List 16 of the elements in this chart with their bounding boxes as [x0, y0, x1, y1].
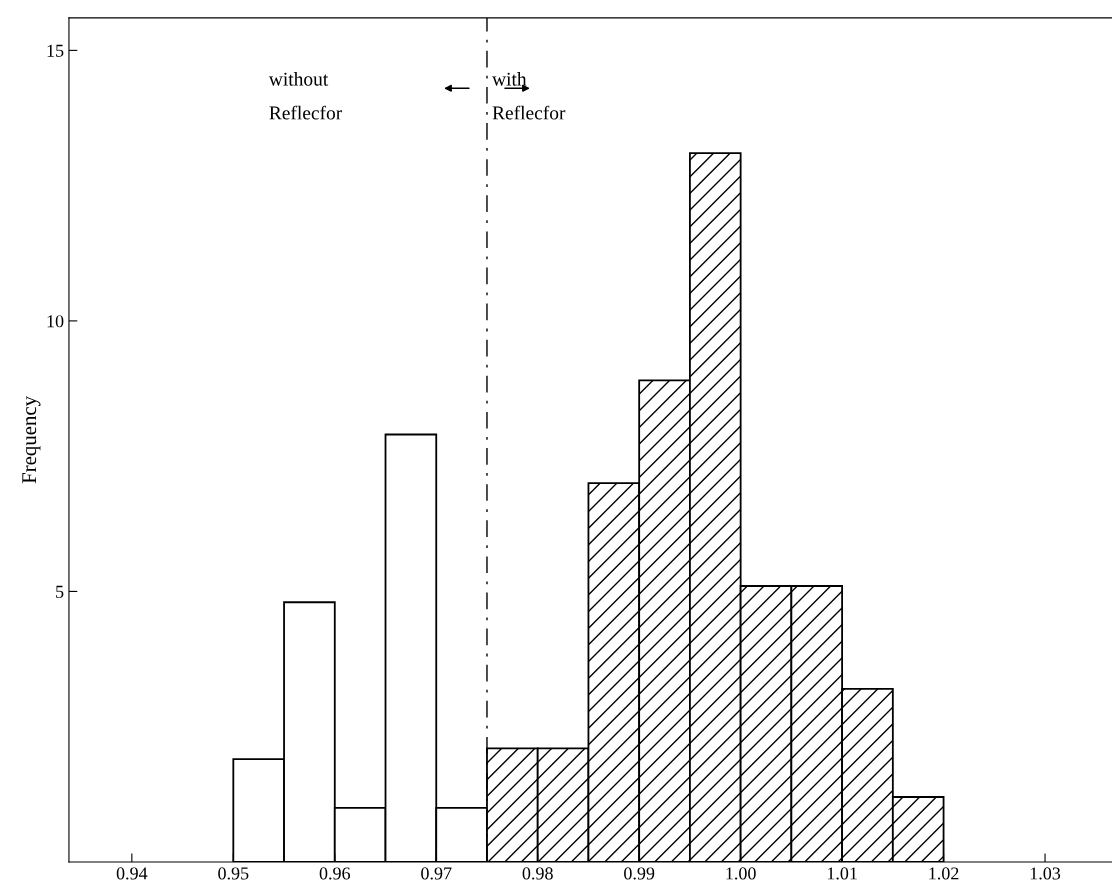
annotation: without Reflecfor [268, 72, 343, 120]
x-tick-label: 1.02 [929, 867, 959, 880]
x-tick-label: 1.03 [1030, 867, 1061, 880]
x-tick-label: 0.96 [319, 867, 351, 880]
x-tick-label: 1.00 [726, 867, 756, 880]
x-tick-label: 0.94 [116, 867, 148, 880]
x-tick-label: 0.98 [522, 867, 553, 880]
y-axis-title: Frequency [22, 396, 41, 484]
y-tick-label: 10 [47, 315, 64, 328]
y-tick-label: 15 [47, 44, 64, 57]
y-tick-label: 5 [56, 585, 64, 598]
annotation: with Reflecfor [492, 72, 566, 120]
x-tick-label: 0.97 [421, 867, 452, 880]
x-tick-label: 0.99 [624, 867, 655, 880]
x-tick-label: 0.95 [218, 867, 249, 880]
x-tick-label: 1.01 [827, 867, 857, 880]
